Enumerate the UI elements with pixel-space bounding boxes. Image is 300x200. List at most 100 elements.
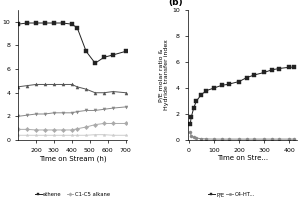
- butene: [102, 108, 106, 110]
- butene: [16, 115, 20, 118]
- X-axis label: Time on Stream (h): Time on Stream (h): [39, 155, 106, 162]
- P/E: [195, 100, 198, 102]
- P/E: [200, 93, 203, 96]
- butene: [75, 110, 79, 113]
- C4-HT...: [293, 138, 296, 140]
- C4-HT...: [192, 136, 196, 139]
- butene: [84, 109, 88, 112]
- P/E: [188, 123, 192, 126]
- propene: [70, 83, 74, 86]
- C1-C5 alkane: [102, 122, 106, 125]
- propene: [75, 86, 79, 88]
- C1-C5 alkane: [43, 129, 47, 131]
- butene: [70, 112, 74, 114]
- C1-C5 alkane: [93, 123, 97, 126]
- P/E: [278, 67, 281, 70]
- ethene: [102, 56, 106, 58]
- X-axis label: Time on Stre...: Time on Stre...: [217, 155, 268, 161]
- C4-HT...: [252, 138, 256, 140]
- BTX: [93, 133, 97, 136]
- P/E: [192, 106, 196, 109]
- BTX: [84, 134, 88, 136]
- ethene: [124, 50, 128, 53]
- C1-C5 alkane: [124, 122, 128, 125]
- P/E: [245, 76, 248, 79]
- BTX: [34, 134, 38, 136]
- BTX: [111, 134, 115, 136]
- C4-HT...: [195, 137, 198, 139]
- BTX: [43, 134, 47, 136]
- ethene: [43, 22, 47, 24]
- butene: [93, 109, 97, 112]
- ethene: [93, 62, 97, 64]
- C4-HT...: [270, 138, 274, 140]
- P/E: [205, 89, 208, 92]
- BTX: [25, 134, 29, 136]
- butene: [52, 112, 56, 114]
- C4-HT...: [200, 138, 203, 140]
- C4-HT...: [212, 138, 216, 140]
- P/E: [190, 115, 193, 118]
- propene: [52, 83, 56, 86]
- BTX: [75, 134, 79, 136]
- ethene: [25, 22, 29, 24]
- ethene: [16, 23, 20, 25]
- butene: [111, 107, 115, 109]
- C4-HT...: [262, 138, 266, 140]
- Line: C4-HT...: C4-HT...: [189, 131, 296, 141]
- C4-HT...: [190, 135, 193, 137]
- butene: [124, 106, 128, 108]
- C1-C5 alkane: [84, 126, 88, 128]
- ethene: [84, 50, 88, 53]
- propene: [124, 92, 128, 94]
- P/E: [220, 84, 223, 87]
- C1-C5 alkane: [70, 129, 74, 131]
- Line: ethene: ethene: [16, 21, 127, 65]
- P/E: [288, 66, 291, 68]
- P/E: [262, 71, 266, 74]
- butene: [25, 114, 29, 116]
- propene: [25, 84, 29, 87]
- Line: P/E: P/E: [189, 66, 296, 126]
- C1-C5 alkane: [61, 129, 64, 131]
- ethene: [52, 22, 56, 24]
- C4-HT...: [278, 138, 281, 140]
- propene: [34, 83, 38, 86]
- C1-C5 alkane: [16, 128, 20, 131]
- C1-C5 alkane: [75, 128, 79, 130]
- C1-C5 alkane: [34, 129, 38, 131]
- Line: C1-C5 alkane: C1-C5 alkane: [16, 122, 127, 131]
- P/E: [227, 83, 231, 85]
- C4-HT...: [288, 138, 291, 140]
- P/E: [293, 66, 296, 68]
- BTX: [70, 134, 74, 136]
- BTX: [102, 133, 106, 136]
- Line: propene: propene: [16, 83, 127, 94]
- Line: butene: butene: [16, 105, 127, 118]
- propene: [61, 83, 64, 86]
- Legend: ethene, propene, butene, C1-C5 alkane, BTX: ethene, propene, butene, C1-C5 alkane, B…: [35, 192, 110, 200]
- propene: [102, 92, 106, 94]
- propene: [43, 83, 47, 86]
- BTX: [61, 134, 64, 136]
- P/E: [212, 87, 216, 89]
- C4-HT...: [188, 131, 192, 133]
- propene: [16, 86, 20, 88]
- butene: [34, 113, 38, 115]
- Line: BTX: BTX: [16, 133, 127, 137]
- C4-HT...: [205, 138, 208, 140]
- Text: (b): (b): [168, 0, 182, 7]
- propene: [84, 88, 88, 90]
- C4-HT...: [220, 138, 223, 140]
- ethene: [34, 22, 38, 24]
- ethene: [70, 23, 74, 25]
- C4-HT...: [245, 138, 248, 140]
- C1-C5 alkane: [52, 129, 56, 131]
- C4-HT...: [237, 138, 241, 140]
- BTX: [124, 134, 128, 136]
- propene: [111, 90, 115, 93]
- BTX: [16, 134, 20, 136]
- propene: [93, 92, 97, 94]
- C4-HT...: [227, 138, 231, 140]
- butene: [61, 112, 64, 114]
